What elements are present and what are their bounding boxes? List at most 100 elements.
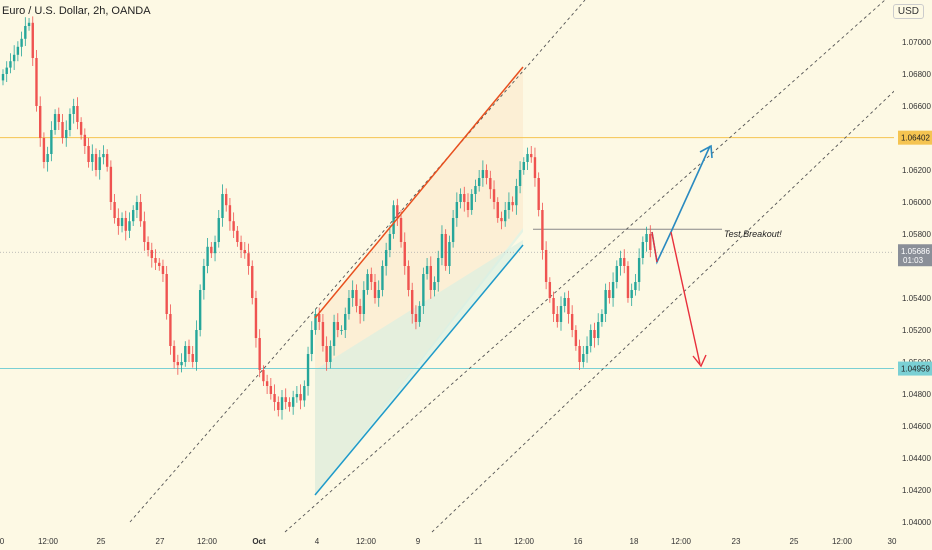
candle-body (20, 38, 23, 47)
candle-body (213, 242, 217, 254)
candle-body (65, 130, 68, 138)
countdown-label: 01:03 (903, 256, 924, 265)
candle-body (425, 266, 429, 274)
candle-body (91, 154, 94, 162)
time-tick-label: 16 (574, 537, 583, 546)
price-tick-label: 1.04400 (902, 454, 931, 463)
candle-body (280, 397, 284, 410)
candle-body (206, 246, 209, 266)
candle-body (187, 346, 191, 354)
candle-body (61, 122, 64, 138)
resistance-badge-label: 1.06402 (901, 134, 930, 143)
candle-body (39, 106, 42, 138)
candle-body (399, 218, 403, 242)
candle-body (50, 130, 53, 154)
candle-body (355, 290, 358, 306)
dotted-channel-upper (129, 0, 586, 523)
candle-body (150, 250, 153, 258)
candle-body (600, 314, 604, 322)
candle-body (83, 134, 87, 146)
candle-body (604, 290, 607, 314)
price-axis: 1.07000 1.06800 1.06600 1.06200 1.06000 1.058… (894, 0, 932, 550)
candle-body (1, 74, 5, 81)
candle-body (198, 290, 202, 330)
candle-body (559, 306, 563, 322)
candle-body (184, 346, 187, 362)
candle-body (16, 46, 20, 55)
candle-body (444, 234, 447, 266)
candle-body (57, 114, 60, 122)
candle-body (396, 205, 399, 218)
candle-body (31, 22, 34, 58)
time-tick-label: 12:00 (514, 537, 535, 546)
candle-body (332, 322, 336, 346)
channel-fills (315, 67, 523, 495)
horizontal-levels (0, 137, 894, 370)
candle-body (630, 290, 633, 298)
candle-body (392, 205, 395, 234)
candle-body (35, 58, 38, 106)
candle-body (113, 202, 116, 218)
price-tick-label: 1.04000 (902, 518, 931, 527)
candle-body (578, 346, 581, 362)
candle-body (169, 314, 172, 346)
time-tick-label: 25 (790, 537, 799, 546)
candle-body (247, 253, 250, 266)
candle-body (291, 397, 295, 407)
candle-body (109, 166, 113, 202)
candle-body (76, 106, 79, 122)
candle-body (411, 290, 414, 314)
price-tick-label: 1.06800 (902, 70, 931, 79)
time-tick-label: 23 (732, 537, 741, 546)
candle-body (94, 154, 98, 170)
candle-body (336, 322, 339, 330)
candle-body (161, 266, 165, 274)
candle-body (570, 314, 574, 330)
candle-body (492, 189, 496, 202)
candle-body (496, 202, 499, 218)
time-tick-label: 9 (416, 537, 421, 546)
candle-body (128, 221, 131, 231)
candle-body (440, 234, 444, 258)
price-tick-label: 1.05200 (902, 326, 931, 335)
candle-body (563, 298, 566, 306)
candle-body (27, 22, 31, 26)
price-tick-label: 1.05800 (902, 230, 931, 239)
candle-body (228, 205, 232, 222)
candle-body (544, 250, 548, 282)
candle-body (225, 194, 228, 206)
candle-body (593, 330, 596, 338)
candle-body (370, 274, 373, 282)
time-axis: 0 12:00 25 27 12:00 Oct 4 12:00 9 11 12:00 16 18 12:0… (0, 537, 897, 546)
candle-body (526, 154, 529, 162)
candle-body (515, 186, 518, 206)
candle-body (347, 298, 351, 314)
time-tick-label: 18 (630, 537, 639, 546)
candle-body (585, 346, 589, 354)
candle-body (567, 298, 570, 314)
candle-body (325, 346, 328, 362)
candle-body (429, 266, 432, 290)
price-tick-label: 1.05400 (902, 294, 931, 303)
candle-body (288, 402, 291, 407)
candle-body (455, 202, 459, 218)
candle-body (42, 138, 46, 162)
candle-body (414, 314, 418, 322)
currency-button[interactable]: USD (892, 4, 924, 19)
candle-body (269, 386, 273, 394)
candle-body (202, 266, 206, 290)
current-price-label: 1.05686 (901, 247, 930, 256)
resistance-badge (898, 130, 932, 145)
candle-body (98, 157, 101, 170)
candle-body (195, 330, 198, 362)
candle-body (626, 266, 630, 298)
candle-body (589, 330, 592, 346)
candle-body (217, 218, 220, 242)
candle-body (221, 194, 224, 218)
price-tick-label: 1.06200 (902, 166, 931, 175)
candle-body (146, 242, 150, 250)
candle-body (619, 258, 622, 266)
time-tick-label: 11 (474, 537, 483, 546)
